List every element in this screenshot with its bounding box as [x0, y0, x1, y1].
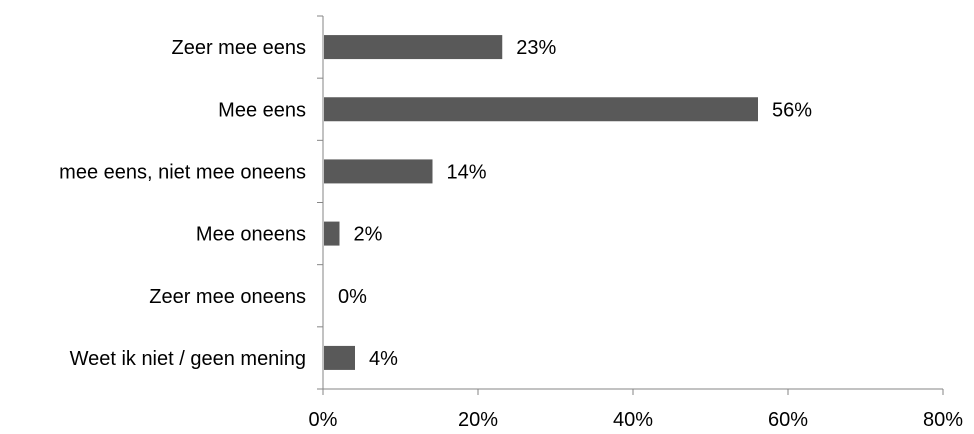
category-label-4: Zeer mee oneens: [149, 286, 306, 308]
tick-labels-group: 0% 20% 40% 60% 80%: [309, 409, 964, 431]
bar-1: [324, 97, 758, 122]
x-tick-label-3: 60%: [768, 409, 808, 431]
category-label-3: Mee oneens: [196, 224, 306, 246]
axes-group: [317, 15, 944, 395]
bar-0: [324, 35, 503, 60]
data-label-0: 23%: [516, 37, 556, 59]
data-label-2: 14%: [447, 161, 487, 183]
data-label-3: 2%: [354, 224, 383, 246]
x-tick-label-1: 20%: [458, 409, 498, 431]
category-labels-group: Zeer mee eens Mee eens mee eens, niet mee …: [59, 37, 306, 370]
bar-5: [324, 345, 355, 370]
bars-group: [324, 35, 758, 370]
data-label-5: 4%: [369, 348, 398, 370]
x-tick-label-0: 0%: [309, 409, 338, 431]
x-tick-label-2: 40%: [613, 409, 653, 431]
category-label-0: Zeer mee eens: [171, 37, 306, 59]
category-label-5: Weet ik niet / geen mening: [70, 348, 306, 370]
data-label-4: 0%: [338, 286, 367, 308]
bar-3: [324, 221, 340, 246]
category-label-1: Mee eens: [218, 99, 306, 121]
x-tick-label-4: 80%: [923, 409, 963, 431]
data-label-1: 56%: [772, 99, 812, 121]
data-labels-group: 23% 56% 14% 2% 0% 4%: [338, 37, 812, 370]
category-label-2: mee eens, niet mee oneens: [59, 161, 306, 183]
bar-2: [324, 159, 433, 184]
